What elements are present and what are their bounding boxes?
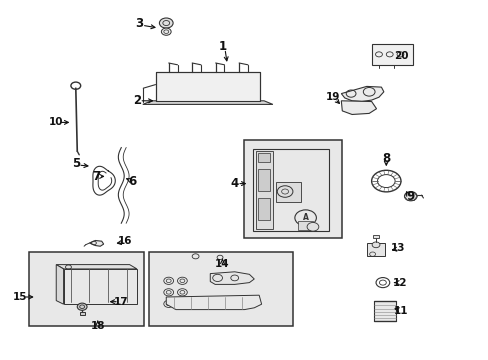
Text: 11: 11	[393, 306, 407, 316]
Circle shape	[159, 18, 173, 28]
Text: 2: 2	[133, 94, 141, 107]
Circle shape	[404, 192, 416, 201]
Polygon shape	[341, 86, 383, 102]
Text: 10: 10	[49, 117, 63, 127]
Bar	[29, 252, 144, 326]
Bar	[372, 235, 379, 238]
Text: 20: 20	[393, 51, 407, 61]
Text: 12: 12	[392, 278, 407, 288]
Circle shape	[371, 242, 379, 248]
Polygon shape	[142, 101, 272, 104]
Bar	[149, 252, 293, 326]
Text: 8: 8	[382, 152, 389, 165]
Text: 4: 4	[230, 177, 238, 190]
Polygon shape	[210, 272, 254, 284]
Text: 19: 19	[325, 92, 339, 102]
Bar	[253, 149, 328, 231]
Circle shape	[77, 303, 87, 310]
Bar	[276, 182, 300, 202]
Polygon shape	[341, 101, 376, 114]
Bar	[366, 243, 385, 256]
Text: 13: 13	[390, 243, 405, 253]
Polygon shape	[63, 269, 137, 304]
Text: 5: 5	[72, 157, 80, 170]
Polygon shape	[89, 240, 103, 246]
Text: 15: 15	[13, 292, 28, 302]
Text: 16: 16	[117, 236, 132, 246]
Text: 3: 3	[135, 17, 143, 30]
Circle shape	[161, 28, 171, 35]
Text: 14: 14	[215, 258, 229, 269]
Text: 18: 18	[90, 321, 105, 331]
Bar	[257, 198, 270, 220]
Text: 7: 7	[92, 170, 100, 183]
Polygon shape	[56, 265, 63, 304]
Bar	[80, 312, 84, 315]
Bar	[255, 151, 272, 229]
Text: 9: 9	[406, 190, 414, 203]
Bar	[244, 140, 342, 238]
Bar	[371, 44, 412, 65]
Polygon shape	[56, 265, 137, 269]
Polygon shape	[166, 295, 261, 310]
Bar	[155, 72, 260, 101]
Text: 6: 6	[128, 175, 136, 188]
Bar	[257, 153, 270, 162]
Text: 1: 1	[218, 40, 226, 53]
Bar	[257, 169, 270, 191]
Bar	[373, 301, 395, 321]
Text: 17: 17	[114, 297, 128, 307]
Circle shape	[306, 222, 318, 231]
Bar	[298, 221, 312, 230]
Text: A: A	[302, 213, 308, 222]
